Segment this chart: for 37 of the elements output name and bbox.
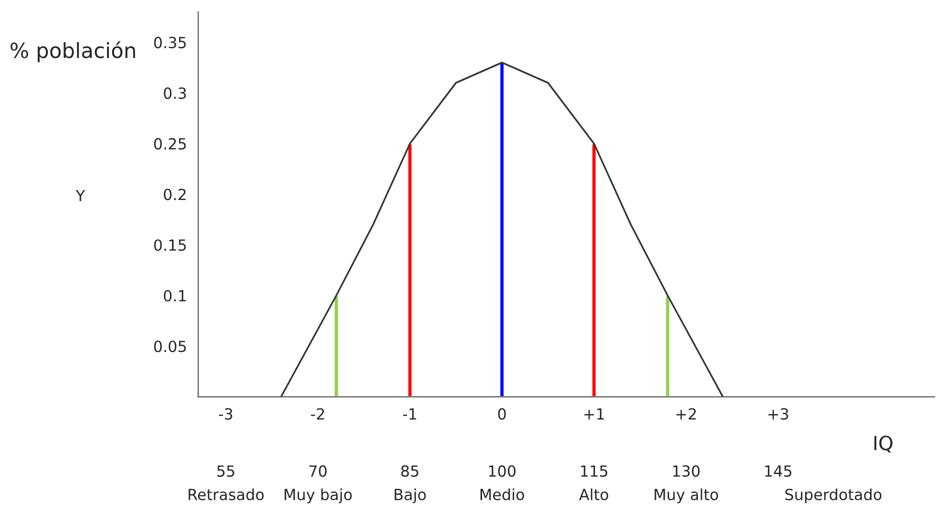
x-tick-label: +2	[676, 408, 696, 420]
y-tick-label: 0.25	[154, 138, 186, 150]
x-tick-label: -1	[403, 408, 416, 420]
x2-tick-label: 130	[673, 465, 700, 477]
bar	[333, 294, 340, 397]
y-tick-label: 0.15	[154, 239, 186, 251]
x2-tick-label: 145	[765, 465, 792, 477]
x-tick-label: -2	[311, 408, 324, 420]
bar	[498, 62, 505, 397]
text: Alto	[579, 488, 608, 500]
x2-tick-label: 115	[581, 465, 608, 477]
bar	[664, 294, 671, 397]
text: Muy bajo	[284, 488, 352, 504]
text: Medio	[480, 488, 524, 500]
text: Bajo	[394, 488, 426, 504]
y-tick-label: 0.3	[164, 87, 186, 99]
x-tick-label: +1	[584, 408, 604, 420]
text: % población	[10, 41, 136, 62]
x2-tick-label: 100	[489, 465, 516, 477]
text: Muy alto	[654, 488, 718, 504]
bar	[406, 142, 413, 397]
y-tick-label: 0.2	[164, 188, 186, 200]
x2-tick-label: 85	[401, 465, 418, 477]
x2-tick-label: 70	[309, 465, 327, 477]
text: Retrasado	[188, 488, 264, 500]
bar	[591, 142, 598, 397]
x-axis-title: IQ	[874, 436, 892, 453]
x-tick-label: 0	[498, 408, 506, 420]
y-tick-label: 0.1	[164, 290, 186, 302]
y-axis-title: Y	[76, 190, 86, 202]
x-tick-label: -3	[218, 408, 232, 420]
line-series	[280, 62, 724, 397]
y-tick-label: 0.35	[154, 36, 186, 48]
text: Superdotado	[785, 488, 882, 504]
y-tick-label: 0.05	[154, 340, 186, 352]
x-tick-label: +3	[768, 408, 788, 420]
x2-tick-label: 55	[217, 465, 234, 477]
